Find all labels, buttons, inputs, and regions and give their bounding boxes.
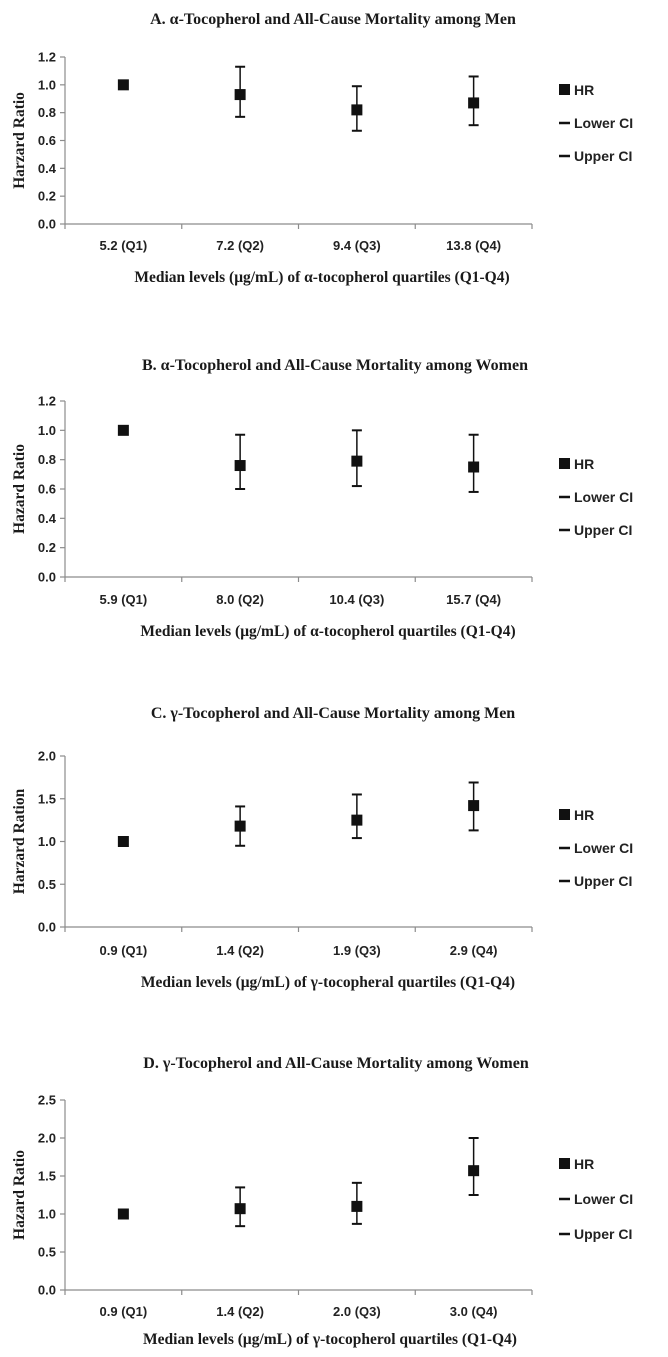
y-tick-label: 0.4 (38, 511, 57, 526)
y-tick-label: 0.0 (38, 570, 56, 585)
x-tick-label: 1.4 (Q2) (216, 1304, 264, 1319)
legend-hr-marker (559, 458, 570, 469)
y-tick-label: 1.5 (38, 791, 56, 806)
y-tick-label: 2.0 (38, 1131, 56, 1146)
x-axis-title: Median levels (μg/mL) of γ-tocopherol qu… (143, 1331, 517, 1348)
x-tick-label: 3.0 (Q4) (450, 1304, 498, 1319)
legend-label: HR (574, 456, 594, 472)
y-tick-label: 1.0 (38, 834, 56, 849)
hr-point (234, 820, 246, 832)
hr-point (234, 1203, 246, 1215)
y-tick-label: 0.6 (38, 133, 56, 148)
x-tick-label: 13.8 (Q4) (446, 238, 501, 253)
legend-hr-marker (559, 1158, 570, 1169)
y-tick-label: 0.0 (38, 217, 56, 232)
x-tick-label: 10.4 (Q3) (329, 592, 384, 607)
legend-label: Upper CI (574, 148, 632, 164)
x-tick-label: 5.9 (Q1) (100, 592, 148, 607)
y-tick-label: 1.2 (38, 50, 56, 65)
x-axis-title: Median levels (μg/mL) of α-tocopherol qu… (134, 269, 509, 286)
chart-panel-d: D. γ-Tocopherol and All-Cause Mortality … (11, 1055, 633, 1348)
chart-panel-b: B. α-Tocopherol and All-Cause Mortality … (11, 357, 633, 640)
chart-title: B. α-Tocopherol and All-Cause Mortality … (142, 357, 528, 374)
hr-point (234, 460, 246, 472)
x-axis-title: Median levels (μg/mL) of γ-tocopheral qu… (141, 974, 515, 991)
x-tick-label: 2.9 (Q4) (450, 943, 498, 958)
legend: HR Lower CI Upper CI (559, 807, 633, 889)
y-tick-label: 2.0 (38, 749, 56, 764)
chart-panel-a: A. α-Tocopherol and All-Cause Mortality … (11, 11, 633, 286)
hr-point (468, 800, 480, 812)
legend-label: HR (574, 1156, 594, 1172)
chart-title: A. α-Tocopherol and All-Cause Mortality … (150, 11, 516, 28)
y-axis-title: Hazard Ratio (11, 444, 28, 534)
y-tick-label: 1.2 (38, 394, 56, 409)
y-tick-label: 0.5 (38, 877, 56, 892)
chart-title: D. γ-Tocopherol and All-Cause Mortality … (143, 1055, 529, 1072)
y-tick-label: 2.5 (38, 1093, 56, 1108)
x-tick-label: 5.2 (Q1) (100, 238, 148, 253)
legend-hr-marker (559, 84, 570, 95)
y-tick-label: 0.8 (38, 452, 56, 467)
y-tick-label: 0.5 (38, 1245, 56, 1260)
legend-label: Upper CI (574, 522, 632, 538)
x-tick-label: 7.2 (Q2) (216, 238, 264, 253)
legend: HR Lower CI Upper CI (559, 1156, 633, 1242)
y-axis-title: Hazard Ratio (11, 1150, 28, 1240)
legend-label: Lower CI (574, 1191, 633, 1207)
y-tick-label: 0.6 (38, 482, 56, 497)
hr-point (351, 455, 363, 467)
y-tick-label: 0.2 (38, 540, 56, 555)
hr-point (117, 1208, 129, 1220)
x-tick-label: 0.9 (Q1) (100, 1304, 148, 1319)
y-tick-label: 0.4 (38, 161, 57, 176)
x-tick-label: 8.0 (Q2) (216, 592, 264, 607)
x-tick-label: 15.7 (Q4) (446, 592, 501, 607)
hr-point (351, 104, 363, 116)
hr-point (468, 1165, 480, 1177)
hr-point (117, 79, 129, 91)
x-tick-label: 1.9 (Q3) (333, 943, 381, 958)
y-axis-title: Harzard Ration (11, 788, 28, 894)
y-tick-label: 0.0 (38, 1283, 56, 1298)
hr-point (351, 814, 363, 826)
chart-panel-c: C. γ-Tocopherol and All-Cause Mortality … (11, 705, 633, 991)
y-tick-label: 0.2 (38, 189, 56, 204)
hr-point (234, 89, 246, 101)
hr-point (468, 97, 480, 109)
y-tick-label: 0.8 (38, 105, 56, 120)
x-tick-label: 2.0 (Q3) (333, 1304, 381, 1319)
y-tick-label: 0.0 (38, 920, 56, 935)
x-tick-label: 0.9 (Q1) (100, 943, 148, 958)
legend-label: Upper CI (574, 873, 632, 889)
hr-point (351, 1200, 363, 1212)
x-tick-label: 9.4 (Q3) (333, 238, 381, 253)
y-tick-label: 1.0 (38, 423, 56, 438)
hr-point (117, 836, 129, 847)
legend-label: Lower CI (574, 840, 633, 856)
hr-point (468, 461, 480, 473)
x-axis-title: Median levels (μg/mL) of α-tocopherol qu… (140, 623, 515, 640)
x-tick-label: 1.4 (Q2) (216, 943, 264, 958)
legend-label: HR (574, 807, 594, 823)
legend-hr-marker (559, 809, 570, 820)
hr-point (117, 424, 129, 436)
legend-label: Lower CI (574, 489, 633, 505)
legend-label: Upper CI (574, 1226, 632, 1242)
legend-label: Lower CI (574, 115, 633, 131)
y-tick-label: 1.0 (38, 1207, 56, 1222)
y-axis-title: Harzard Ratio (11, 92, 28, 189)
legend: HR Lower CI Upper CI (559, 456, 633, 538)
chart-title: C. γ-Tocopherol and All-Cause Mortality … (151, 705, 515, 722)
y-tick-label: 1.5 (38, 1169, 56, 1184)
legend-label: HR (574, 82, 594, 98)
legend: HR Lower CI Upper CI (559, 82, 633, 164)
y-tick-label: 1.0 (38, 77, 56, 92)
